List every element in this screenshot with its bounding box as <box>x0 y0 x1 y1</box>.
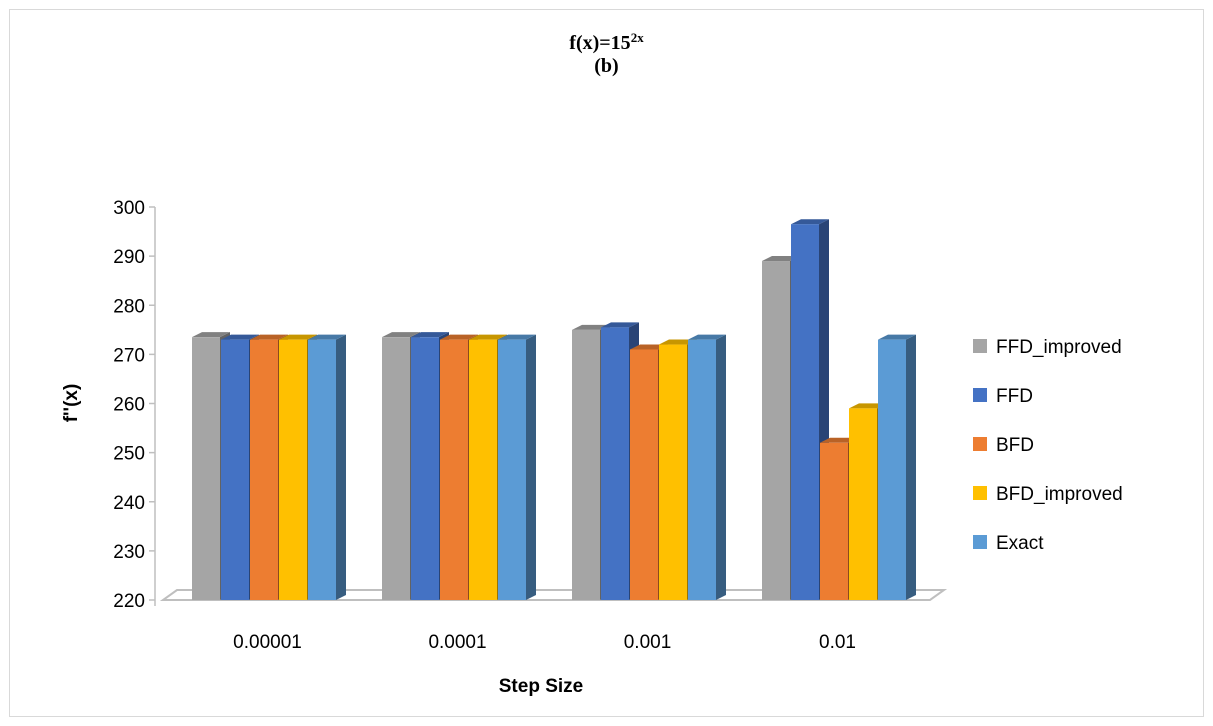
legend-swatch <box>973 339 987 353</box>
bar <box>762 261 790 600</box>
bar <box>221 339 249 600</box>
bar-top <box>440 334 478 340</box>
legend-label: FFD <box>996 386 1033 407</box>
bar-top <box>469 334 507 340</box>
y-tick-label: 290 <box>113 247 145 268</box>
bar-top <box>659 339 697 345</box>
bar <box>382 337 410 600</box>
bar-top <box>192 332 230 338</box>
bar-top <box>601 322 639 328</box>
bar-top <box>411 332 449 338</box>
bar <box>659 344 687 600</box>
bar-top <box>221 334 259 340</box>
legend-label: BFD <box>996 435 1034 456</box>
legend-swatch <box>973 486 987 500</box>
bar <box>630 349 658 600</box>
bar-side <box>716 334 726 600</box>
bar-side <box>906 334 916 600</box>
y-tick-label: 300 <box>113 198 145 219</box>
y-tick-label: 220 <box>113 591 145 612</box>
legend-swatch <box>973 437 987 451</box>
bar-top <box>791 219 829 225</box>
x-tick-label: 0.01 <box>819 632 856 653</box>
bar <box>791 224 819 600</box>
bar-top <box>308 334 346 340</box>
bar <box>572 329 600 600</box>
legend-label: FFD_improved <box>996 337 1122 358</box>
y-tick-label: 240 <box>113 493 145 514</box>
legend-label: Exact <box>996 533 1044 554</box>
bar-top <box>498 334 536 340</box>
chart-title: f(x)=152x <box>0 30 1213 55</box>
bar-top <box>849 403 887 409</box>
bar <box>440 339 468 600</box>
chart-title-exponent: 2x <box>630 30 644 45</box>
x-tick-label: 0.0001 <box>428 632 486 653</box>
bar <box>688 339 716 600</box>
bar <box>878 339 906 600</box>
bar <box>250 339 278 600</box>
bar-top <box>630 344 668 350</box>
x-tick-label: 0.001 <box>624 632 672 653</box>
bar-side <box>526 334 536 600</box>
x-axis-title: Step Size <box>499 676 583 697</box>
y-tick-label: 250 <box>113 444 145 465</box>
bar <box>601 327 629 600</box>
y-axis-title: f''(x) <box>61 384 82 423</box>
bar-top <box>762 256 800 262</box>
bar-top <box>250 334 288 340</box>
bar-top <box>279 334 317 340</box>
bar <box>469 339 497 600</box>
y-tick-label: 230 <box>113 542 145 563</box>
bar <box>498 339 526 600</box>
bar <box>411 337 439 600</box>
chart-subtitle: (b) <box>594 55 619 77</box>
x-tick-label: 0.00001 <box>233 632 302 653</box>
bar-side <box>336 334 346 600</box>
bar-top <box>878 334 916 340</box>
bar-top <box>688 334 726 340</box>
bar <box>820 442 848 600</box>
legend-label: BFD_improved <box>996 484 1123 505</box>
bar-top <box>820 437 858 443</box>
bar <box>279 339 307 600</box>
y-tick-label: 270 <box>113 345 145 366</box>
bar-top <box>572 324 610 330</box>
bar <box>308 339 336 600</box>
y-tick-label: 260 <box>113 395 145 416</box>
legend-swatch <box>973 388 987 402</box>
bar <box>849 408 877 600</box>
bar <box>192 337 220 600</box>
legend-swatch <box>973 535 987 549</box>
y-tick-label: 280 <box>113 296 145 317</box>
bar-top <box>382 332 420 338</box>
chart-title-base: f(x)=15 <box>569 32 631 54</box>
